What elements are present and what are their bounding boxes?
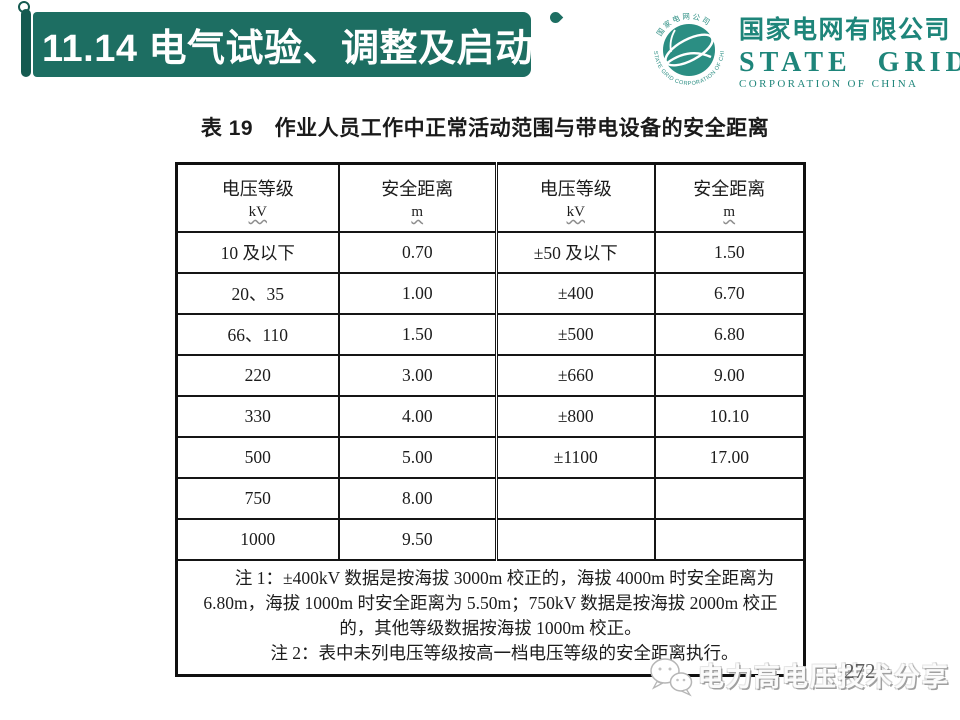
table-cell: 1.50 bbox=[653, 231, 806, 274]
column-header: 安全距离 m bbox=[653, 162, 806, 233]
table-row: 66、110 1.50 ±500 6.80 bbox=[175, 313, 806, 356]
logo-company-name-cn: 国家电网有限公司 bbox=[739, 15, 952, 44]
table-note-1: 注 1：±400kV 数据是按海拔 3000m 校正的，海拔 4000m 时安全… bbox=[203, 568, 778, 638]
table-container: 电压等级 kV 安全距离 m 电压等级 kV 安全距离 m bbox=[175, 162, 806, 677]
table-cell: 220 bbox=[175, 354, 340, 397]
column-header: 安全距离 m bbox=[337, 162, 498, 233]
table-row: 330 4.00 ±800 10.10 bbox=[175, 395, 806, 438]
table-cell: 20、35 bbox=[175, 272, 340, 315]
table-notes-row: 注 1：±400kV 数据是按海拔 3000m 校正的，海拔 4000m 时安全… bbox=[175, 559, 806, 677]
table-cell bbox=[495, 477, 656, 520]
page-number: 272 bbox=[844, 659, 876, 683]
table-cell: ±50 及以下 bbox=[495, 231, 656, 274]
table-cell bbox=[495, 518, 656, 561]
column-header: 电压等级 kV bbox=[175, 162, 340, 233]
table-header-row: 电压等级 kV 安全距离 m 电压等级 kV 安全距离 m bbox=[175, 162, 806, 233]
table-cell: ±800 bbox=[495, 395, 656, 438]
column-header: 电压等级 kV bbox=[495, 162, 656, 233]
table-row: 10 及以下 0.70 ±50 及以下 1.50 bbox=[175, 231, 806, 274]
table-cell bbox=[653, 477, 806, 520]
table-row: 750 8.00 bbox=[175, 477, 806, 520]
table-cell: 1.00 bbox=[337, 272, 498, 315]
watermark-text: 电力高电压技术分享 bbox=[698, 662, 951, 692]
wechat-icon bbox=[650, 658, 693, 697]
banner-quote-icon bbox=[547, 9, 564, 26]
table-cell: 750 bbox=[175, 477, 340, 520]
table-row: 220 3.00 ±660 9.00 bbox=[175, 354, 806, 397]
section-title: 11.14 电气试验、调整及启动 bbox=[42, 28, 534, 70]
table-cell: 4.00 bbox=[337, 395, 498, 438]
table-cell: 3.00 bbox=[337, 354, 498, 397]
logo-company-name-en: STATE GRID bbox=[739, 46, 960, 78]
table-cell: ±500 bbox=[495, 313, 656, 356]
footer: 电力高电压技术分享 272 bbox=[648, 650, 960, 714]
table-cell: 330 bbox=[175, 395, 340, 438]
state-grid-globe-icon: 国家电网公司 STATE GRID CORPORATION OF CHINA bbox=[645, 6, 726, 87]
table-cell: 0.70 bbox=[337, 231, 498, 274]
table-cell: 5.00 bbox=[337, 436, 498, 479]
table-cell: ±660 bbox=[495, 354, 656, 397]
table-notes: 注 1：±400kV 数据是按海拔 3000m 校正的，海拔 4000m 时安全… bbox=[175, 559, 806, 677]
table-cell bbox=[653, 518, 806, 561]
table-cell: 6.70 bbox=[653, 272, 806, 315]
table-cell: 8.00 bbox=[337, 477, 498, 520]
table-cell: 17.00 bbox=[653, 436, 806, 479]
table-cell: 500 bbox=[175, 436, 340, 479]
table-cell: 9.00 bbox=[653, 354, 806, 397]
state-grid-logo: 国家电网公司 STATE GRID CORPORATION OF CHINA 国… bbox=[645, 6, 960, 94]
table-row: 1000 9.50 bbox=[175, 518, 806, 561]
table-cell: 1000 bbox=[175, 518, 340, 561]
logo-text-block: 国家电网有限公司 STATE GRID CORPORATION OF CHINA bbox=[739, 10, 960, 90]
table-note-2: 注 2：表中未列电压等级按高一档电压等级的安全距离执行。 bbox=[270, 643, 739, 663]
banner-accent-bar bbox=[21, 9, 31, 77]
logo-company-subtitle: CORPORATION OF CHINA bbox=[739, 78, 919, 91]
section-banner: 11.14 电气试验、调整及启动 bbox=[33, 9, 564, 77]
table-cell: 10 及以下 bbox=[175, 231, 340, 274]
table-caption: 表 19 作业人员工作中正常活动范围与带电设备的安全距离 bbox=[200, 117, 770, 140]
table-cell: 66、110 bbox=[175, 313, 340, 356]
table-row: 500 5.00 ±1100 17.00 bbox=[175, 436, 806, 479]
table-cell: 6.80 bbox=[653, 313, 806, 356]
table-cell: ±1100 bbox=[495, 436, 656, 479]
table-row: 20、35 1.00 ±400 6.70 bbox=[175, 272, 806, 315]
table-cell: 1.50 bbox=[337, 313, 498, 356]
safety-distance-table: 电压等级 kV 安全距离 m 电压等级 kV 安全距离 m bbox=[175, 162, 806, 677]
table-cell: 9.50 bbox=[337, 518, 498, 561]
table-cell: ±400 bbox=[495, 272, 656, 315]
table-cell: 10.10 bbox=[653, 395, 806, 438]
